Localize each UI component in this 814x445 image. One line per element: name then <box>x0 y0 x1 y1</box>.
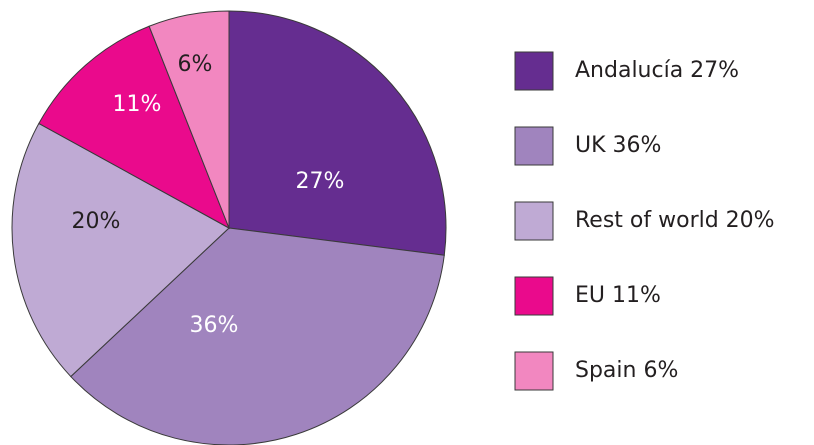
legend-swatch <box>514 276 554 316</box>
pie-slice <box>11 122 230 378</box>
legend-label: UK 36% <box>575 133 661 158</box>
slice-label: 27% <box>296 169 345 194</box>
slice-label: 6% <box>178 52 213 77</box>
pie-slice <box>70 227 445 445</box>
pie-slice <box>148 10 230 229</box>
slice-label: 11% <box>113 92 162 117</box>
legend-label: Andalucía 27% <box>575 58 739 83</box>
pie-slice <box>228 10 447 256</box>
legend-swatch <box>514 201 554 241</box>
legend-label: EU 11% <box>575 283 661 308</box>
legend-swatch <box>514 351 554 391</box>
legend-swatch <box>514 51 554 91</box>
legend-label: Spain 6% <box>575 358 678 383</box>
slice-label: 20% <box>72 209 121 234</box>
pie-slice <box>38 25 230 230</box>
legend-label: Rest of world 20% <box>575 208 775 233</box>
slice-label: 36% <box>190 313 239 338</box>
legend-swatch <box>514 126 554 166</box>
